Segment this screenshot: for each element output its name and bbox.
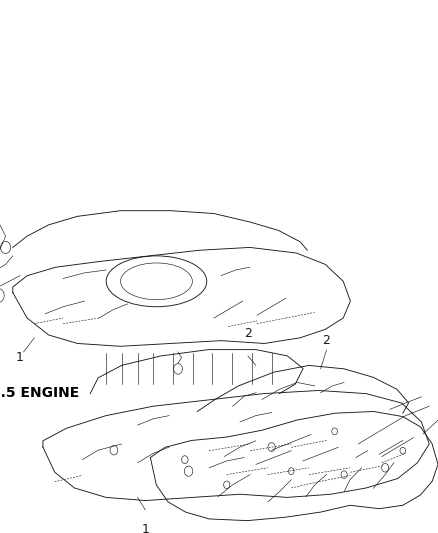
Text: 3.5 ENGINE: 3.5 ENGINE [0, 386, 79, 400]
Text: 2: 2 [244, 327, 252, 340]
Text: 1: 1 [16, 351, 24, 364]
Text: 1: 1 [141, 522, 149, 533]
Text: 2: 2 [322, 334, 330, 346]
